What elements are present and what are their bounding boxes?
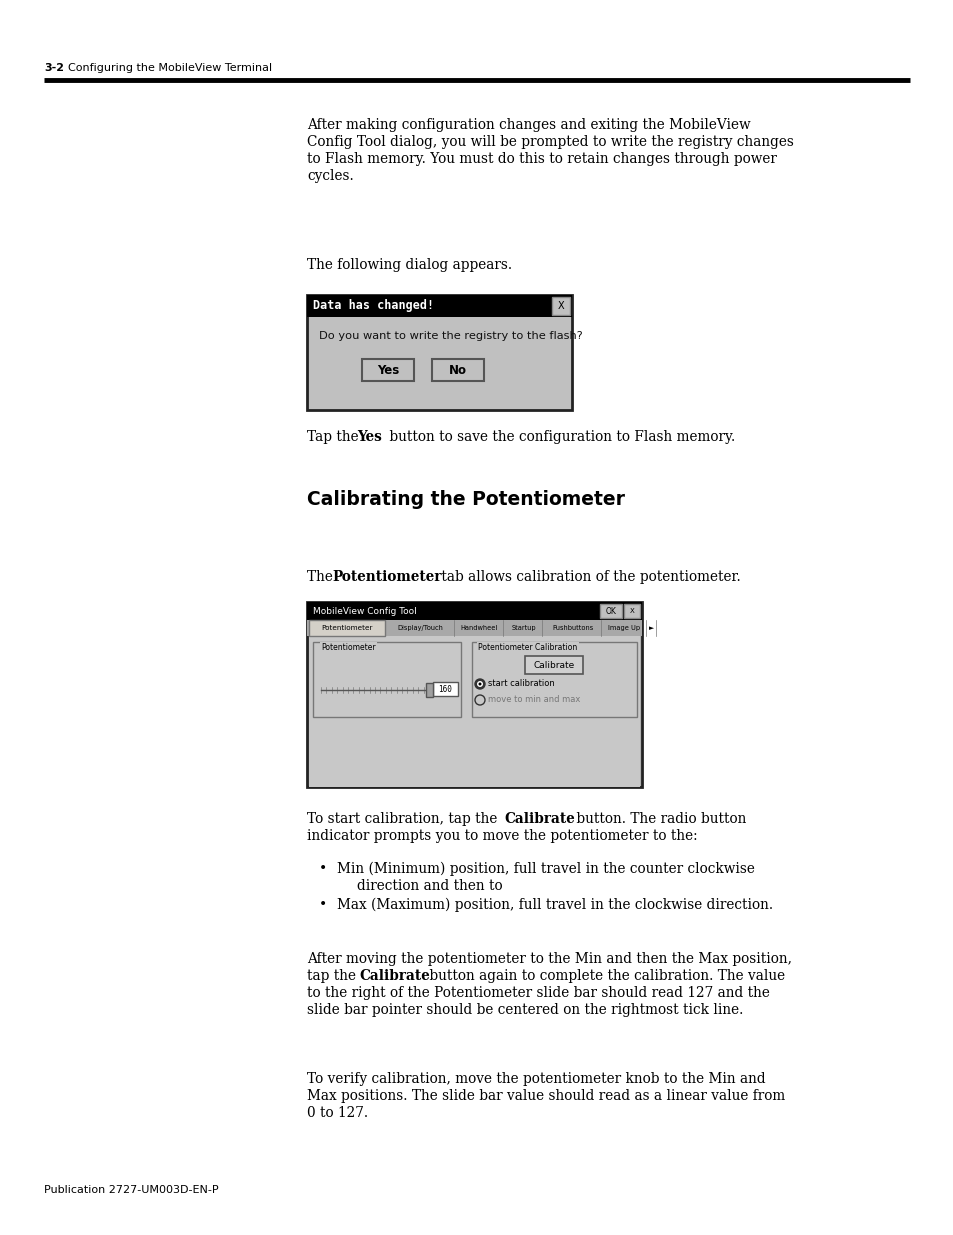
- Text: Calibrate: Calibrate: [503, 811, 574, 826]
- Text: Calibrating the Potentiometer: Calibrating the Potentiometer: [307, 490, 624, 509]
- Circle shape: [475, 679, 484, 689]
- Bar: [307, 620, 641, 636]
- Text: Calibrate: Calibrate: [534, 661, 575, 669]
- Text: •: •: [318, 862, 327, 876]
- Text: 3-2: 3-2: [44, 63, 64, 73]
- Text: Potentiometer: Potentiometer: [332, 571, 441, 584]
- Text: The: The: [307, 571, 337, 584]
- Bar: [313, 642, 460, 718]
- Text: Pushbuttons: Pushbuttons: [552, 625, 593, 631]
- Text: Calibrate: Calibrate: [358, 969, 429, 983]
- Text: 160: 160: [438, 684, 452, 694]
- Bar: [307, 295, 572, 410]
- Text: Data has changed!: Data has changed!: [313, 300, 434, 312]
- Text: Yes: Yes: [356, 430, 381, 445]
- Text: To start calibration, tap the: To start calibration, tap the: [307, 811, 501, 826]
- Text: slide bar pointer should be centered on the rightmost tick line.: slide bar pointer should be centered on …: [307, 1003, 742, 1016]
- Text: Display/Touch: Display/Touch: [397, 625, 443, 631]
- Bar: [472, 642, 637, 718]
- Text: X: X: [629, 608, 634, 614]
- Text: Yes: Yes: [376, 363, 398, 377]
- Text: Configuring the MobileView Terminal: Configuring the MobileView Terminal: [68, 63, 272, 73]
- Text: indicator prompts you to move the potentiometer to the:: indicator prompts you to move the potent…: [307, 829, 697, 844]
- Text: No: No: [449, 363, 467, 377]
- Text: X: X: [558, 301, 564, 311]
- Bar: [361, 359, 414, 382]
- Text: Startup: Startup: [511, 625, 536, 631]
- Text: button. The radio button: button. The radio button: [572, 811, 745, 826]
- Text: start calibration: start calibration: [488, 679, 554, 688]
- Bar: [426, 683, 433, 697]
- Bar: [307, 601, 641, 620]
- Circle shape: [476, 680, 482, 687]
- Bar: [623, 604, 639, 618]
- Text: direction and then to: direction and then to: [356, 879, 502, 893]
- Bar: [599, 604, 621, 618]
- Text: Config Tool dialog, you will be prompted to write the registry changes: Config Tool dialog, you will be prompted…: [307, 135, 793, 149]
- Circle shape: [475, 695, 484, 705]
- Text: 0 to 127.: 0 to 127.: [307, 1107, 368, 1120]
- Text: Potentiometer Calibration: Potentiometer Calibration: [477, 643, 577, 652]
- Bar: [432, 359, 483, 382]
- Text: MobileView Config Tool: MobileView Config Tool: [313, 606, 416, 615]
- Text: The following dialog appears.: The following dialog appears.: [307, 258, 512, 272]
- Text: Image Up: Image Up: [608, 625, 639, 631]
- Text: button to save the configuration to Flash memory.: button to save the configuration to Flas…: [385, 430, 735, 445]
- Text: tab allows calibration of the potentiometer.: tab allows calibration of the potentiome…: [436, 571, 740, 584]
- Text: move to min and max: move to min and max: [488, 695, 579, 704]
- Text: cycles.: cycles.: [307, 169, 354, 183]
- Bar: [525, 656, 583, 674]
- Text: tap the: tap the: [307, 969, 360, 983]
- Text: •: •: [318, 898, 327, 911]
- Text: OK: OK: [605, 606, 616, 615]
- Text: After making configuration changes and exiting the MobileView: After making configuration changes and e…: [307, 119, 750, 132]
- Text: Max positions. The slide bar value should read as a linear value from: Max positions. The slide bar value shoul…: [307, 1089, 784, 1103]
- Bar: [307, 601, 641, 787]
- Bar: [552, 296, 569, 315]
- Text: Max (Maximum) position, full travel in the clockwise direction.: Max (Maximum) position, full travel in t…: [336, 898, 772, 913]
- Text: Potentiometer: Potentiometer: [320, 643, 375, 652]
- Text: Min (Minimum) position, full travel in the counter clockwise: Min (Minimum) position, full travel in t…: [336, 862, 754, 877]
- Bar: [309, 636, 639, 787]
- Bar: [309, 620, 385, 636]
- Text: to Flash memory. You must do this to retain changes through power: to Flash memory. You must do this to ret…: [307, 152, 776, 165]
- Text: Handwheel: Handwheel: [460, 625, 497, 631]
- Text: ►: ►: [649, 625, 654, 631]
- Text: to the right of the Potentiometer slide bar should read 127 and the: to the right of the Potentiometer slide …: [307, 986, 769, 1000]
- Text: After moving the potentiometer to the Min and then the Max position,: After moving the potentiometer to the Mi…: [307, 952, 791, 966]
- Text: Publication 2727-UM003D-EN-P: Publication 2727-UM003D-EN-P: [44, 1186, 218, 1195]
- Text: button again to complete the calibration. The value: button again to complete the calibration…: [424, 969, 784, 983]
- Text: Do you want to write the registry to the flash?: Do you want to write the registry to the…: [318, 331, 582, 341]
- Bar: [433, 682, 457, 697]
- Text: Tap the: Tap the: [307, 430, 363, 445]
- Text: To verify calibration, move the potentiometer knob to the Min and: To verify calibration, move the potentio…: [307, 1072, 765, 1086]
- Circle shape: [478, 683, 481, 685]
- Bar: [307, 295, 572, 317]
- Text: Potentiometer: Potentiometer: [321, 625, 373, 631]
